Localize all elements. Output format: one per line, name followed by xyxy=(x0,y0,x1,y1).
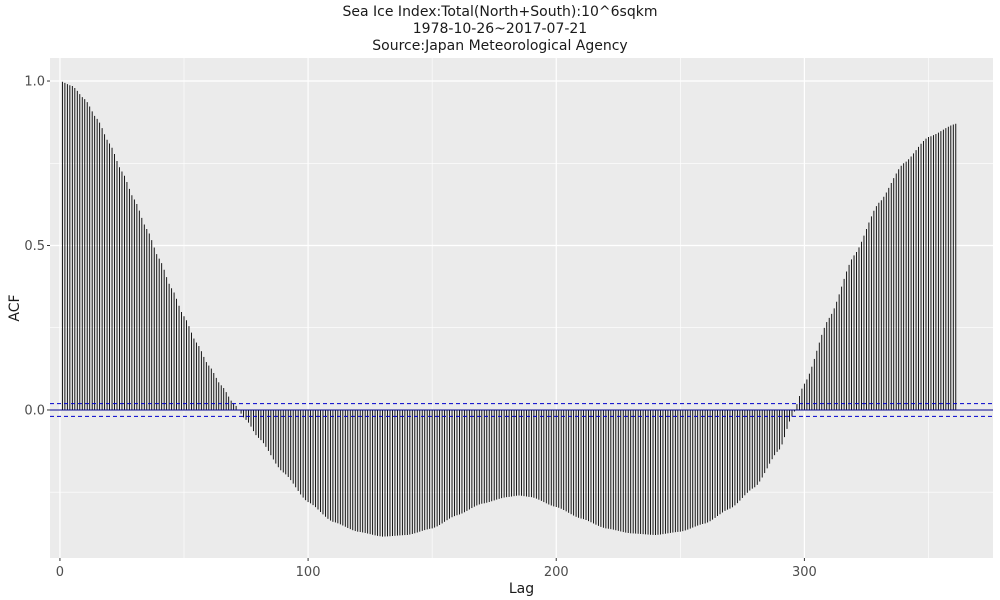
reference-lines xyxy=(50,403,993,417)
major-gridlines xyxy=(50,58,993,558)
x-tick-label: 0 xyxy=(56,565,64,580)
x-tick-label: 100 xyxy=(296,565,321,580)
chart-title: Sea Ice Index:Total(North+South):10^6sqk… xyxy=(0,4,1000,55)
title-line-2: 1978-10-26~2017-07-21 xyxy=(412,21,588,37)
x-axis-title: Lag xyxy=(509,581,534,597)
y-axis-ticks: 0.0 0.5 1.0 xyxy=(24,75,50,418)
y-axis-title: ACF xyxy=(7,294,23,321)
y-tick-label: 0.5 xyxy=(24,239,45,254)
y-tick-label: 1.0 xyxy=(24,75,45,90)
title-line-3: Source:Japan Meteorological Agency xyxy=(372,38,628,54)
x-axis-ticks: 0 100 200 300 xyxy=(56,558,817,580)
x-tick-label: 200 xyxy=(544,565,569,580)
title-line-1: Sea Ice Index:Total(North+South):10^6sqk… xyxy=(342,4,658,20)
x-tick-label: 300 xyxy=(792,565,817,580)
y-tick-label: 0.0 xyxy=(24,403,45,418)
acf-stems xyxy=(61,81,957,537)
